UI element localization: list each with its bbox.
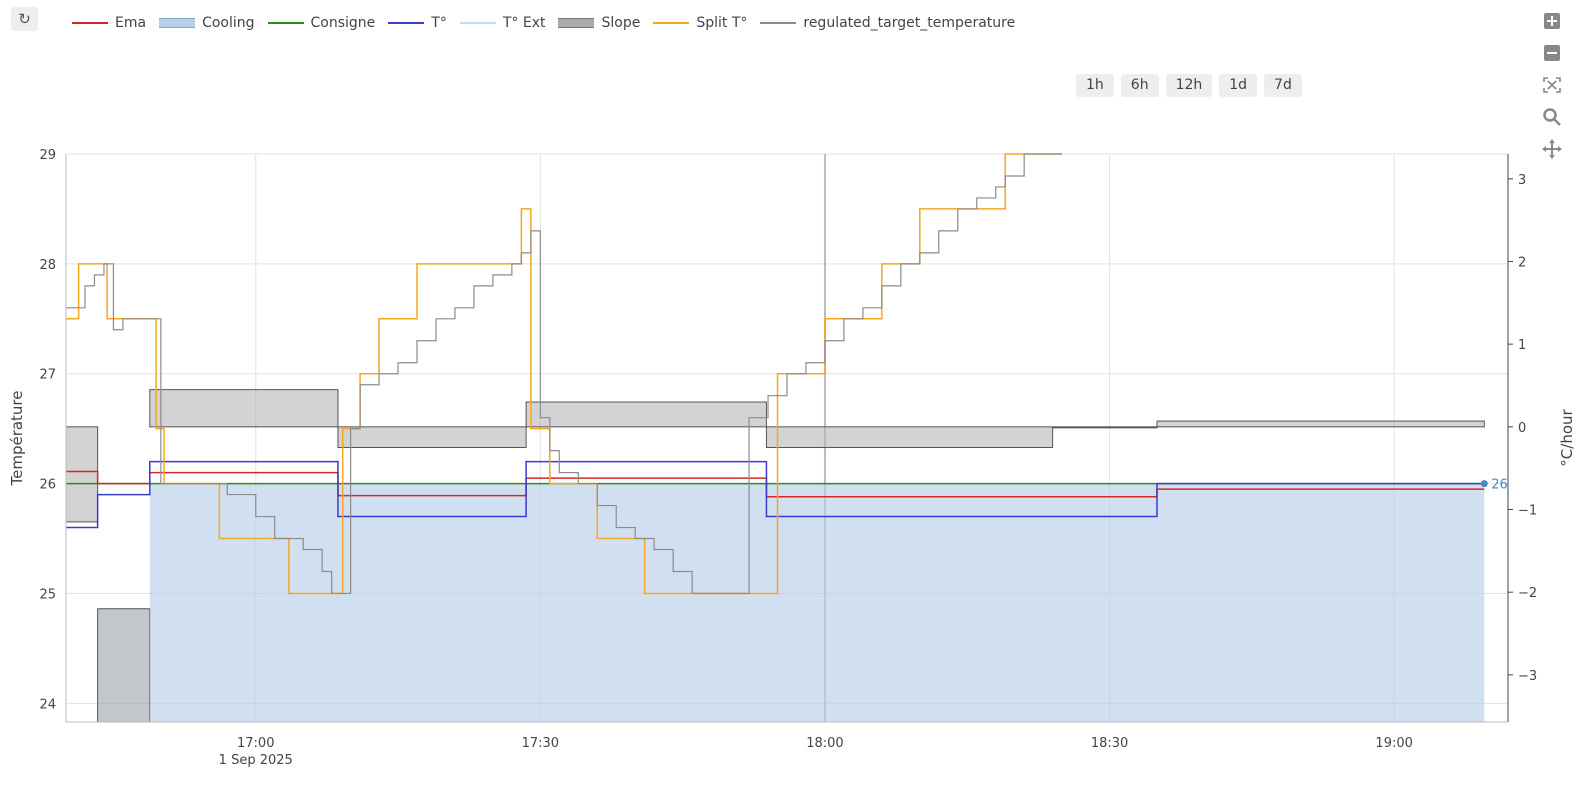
legend-item[interactable]: regulated_target_temperature [760,15,1015,31]
legend-label: Consigne [310,15,376,31]
range-button-7d[interactable]: 7d [1264,74,1302,97]
legend-item[interactable]: T° Ext [459,15,546,31]
slope-segment [149,389,339,428]
legend-swatch [459,22,496,24]
zoom-out-icon[interactable] [1541,42,1563,64]
series-ema-line [66,470,1485,498]
x-tick-label: 18:30 [1091,736,1128,751]
series-regulated-target-temperature-line [66,153,1063,595]
x-tick-label: 19:00 [1375,736,1412,751]
series-end-label: 26 [1491,478,1508,493]
y2-tick-label: −3 [1518,669,1537,684]
y2-tick-label: 2 [1518,255,1526,270]
range-button-6h[interactable]: 6h [1120,74,1159,97]
y2-tick-label: 1 [1518,338,1526,353]
legend-item[interactable]: Consigne [267,15,376,31]
slope-segment [65,426,99,523]
range-button-1h[interactable]: 1h [1076,74,1114,97]
legend-swatch [159,18,196,28]
y-tick-label: 26 [39,478,56,493]
slope-segment [1052,426,1158,429]
legend-swatch [653,22,690,24]
legend-item[interactable]: Cooling [159,15,255,31]
modebar [1541,10,1565,170]
legend-label: Split T° [696,15,748,31]
y-axis-title: Température [8,390,26,486]
legend-swatch [760,22,797,24]
cooling-area [99,483,1485,722]
legend-label: Ema [115,15,147,31]
series-end-marker [1480,480,1488,488]
y2-tick-label: 0 [1518,421,1526,436]
slope-segment [525,401,767,428]
slope-segment [337,426,527,449]
legend-item[interactable]: Ema [72,15,146,31]
y-tick-label: 24 [39,697,56,712]
refresh-icon: ↻ [18,10,31,28]
slope-segment [765,426,1054,449]
y-tick-label: 25 [39,587,56,602]
legend-label: regulated_target_temperature [803,15,1016,31]
legend-swatch [267,22,304,24]
refresh-button[interactable]: ↻ [11,7,38,31]
range-button-12h[interactable]: 12h [1165,74,1213,97]
range-selector: 1h 6h 12h 1d 7d [1076,74,1302,97]
y-tick-label: 29 [39,148,56,163]
legend-swatch [72,22,108,24]
legend-label: T° Ext [502,15,546,31]
legend-item[interactable]: Split T° [653,15,747,31]
range-button-1d[interactable]: 1d [1219,74,1258,97]
autoscale-icon[interactable] [1541,74,1563,96]
y-tick-label: 28 [39,258,56,273]
legend-item[interactable]: T° [388,15,447,31]
legend-swatch [558,18,595,28]
zoom-icon[interactable] [1541,106,1563,128]
y2-tick-label: −1 [1518,504,1537,519]
series-t--line [66,460,1485,529]
y2-axis-title: °C/hour [1558,408,1576,466]
slope-segment [1156,420,1485,428]
legend-swatch [388,22,425,24]
legend-label: T° [431,15,447,31]
pan-icon[interactable] [1541,138,1563,160]
legend-label: Slope [601,15,641,31]
slope-segment [97,608,151,723]
legend-item[interactable]: Slope [558,15,640,31]
y-tick-label: 27 [39,368,56,383]
legend-label: Cooling [202,15,255,31]
x-date-label: 1 Sep 2025 [219,753,293,768]
legend: Ema Cooling Consigne T° T° Ext Slope Split T° r… [72,13,1028,33]
x-tick-label: 17:00 [237,736,274,751]
x-tick-label: 18:00 [806,736,843,751]
x-tick-label: 17:30 [522,736,559,751]
zoom-in-icon[interactable] [1541,10,1563,32]
y2-tick-label: 3 [1518,173,1526,188]
y2-tick-label: −2 [1518,586,1537,601]
